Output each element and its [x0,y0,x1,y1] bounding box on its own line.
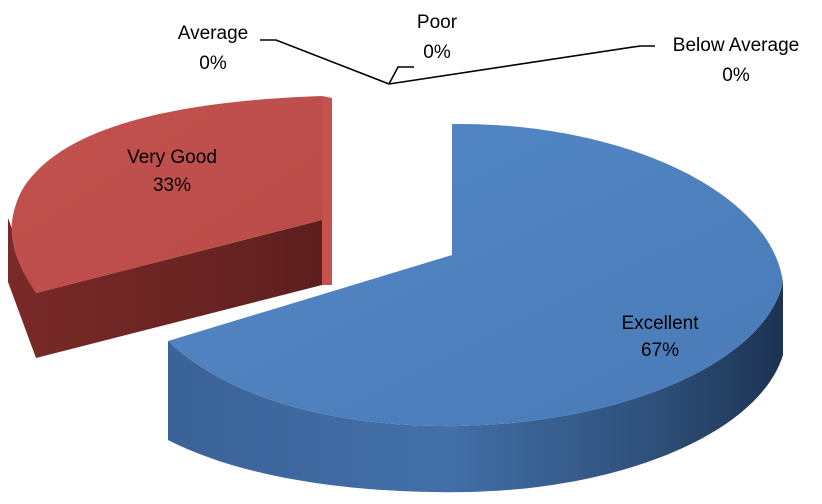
label-average-pct: 0% [199,53,227,74]
slice-excellent [168,123,783,493]
label-poor-pct: 0% [423,42,451,63]
leader-below-average [388,45,655,85]
slice-very-good-side [8,218,322,358]
slice-very-good-cut-face [322,96,332,285]
label-poor-name: Poor [417,12,458,33]
slice-very-good-top [11,96,323,293]
label-excellent-name: Excellent [621,313,699,334]
label-very-good-name: Very Good [127,147,217,168]
slice-excellent-top [168,123,783,427]
slice-excellent-side [168,282,783,493]
label-average-name: Average [178,23,248,44]
label-below-average-pct: 0% [722,65,750,86]
label-excellent-pct: 67% [641,340,679,361]
leader-poor [388,66,414,85]
leader-lines [260,39,655,85]
slice-very-good [8,96,332,358]
label-below-average-name: Below Average [673,35,799,56]
label-very-good-pct: 33% [153,175,191,196]
leader-average [260,39,390,85]
